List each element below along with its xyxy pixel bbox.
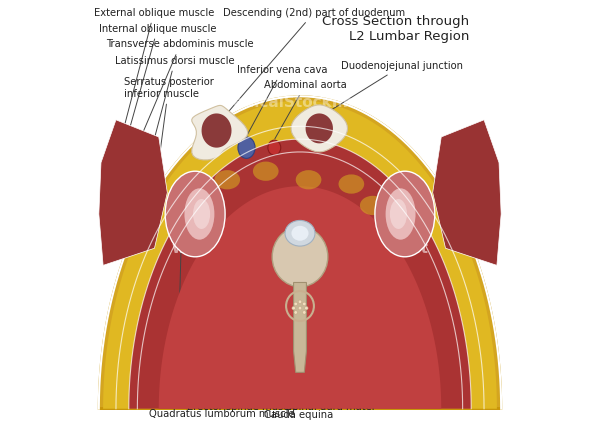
Ellipse shape bbox=[165, 171, 225, 257]
Ellipse shape bbox=[350, 282, 364, 297]
Ellipse shape bbox=[338, 175, 364, 194]
Ellipse shape bbox=[375, 171, 435, 257]
Ellipse shape bbox=[296, 170, 322, 190]
Ellipse shape bbox=[386, 188, 416, 240]
Ellipse shape bbox=[220, 307, 235, 321]
Ellipse shape bbox=[285, 220, 315, 246]
Polygon shape bbox=[305, 113, 333, 143]
Polygon shape bbox=[103, 101, 497, 409]
Polygon shape bbox=[99, 120, 167, 265]
Ellipse shape bbox=[184, 188, 214, 240]
Ellipse shape bbox=[199, 377, 216, 389]
Ellipse shape bbox=[305, 306, 308, 310]
Polygon shape bbox=[293, 282, 307, 372]
Text: Erector spinae muscle: Erector spinae muscle bbox=[187, 345, 298, 412]
Ellipse shape bbox=[268, 140, 281, 155]
Ellipse shape bbox=[379, 344, 395, 356]
Text: Body of L2 vertebra: Body of L2 vertebra bbox=[300, 253, 416, 401]
Text: www.MedicalStockImages.net: www.MedicalStockImages.net bbox=[172, 95, 428, 110]
Text: Kidney: Kidney bbox=[160, 252, 194, 401]
Ellipse shape bbox=[308, 252, 319, 269]
Ellipse shape bbox=[292, 226, 308, 241]
Text: Psoas major muscle: Psoas major muscle bbox=[233, 266, 333, 401]
Polygon shape bbox=[99, 96, 501, 409]
Ellipse shape bbox=[294, 311, 298, 314]
Text: Serratus posterior
inferior muscle: Serratus posterior inferior muscle bbox=[124, 77, 214, 185]
Ellipse shape bbox=[331, 262, 342, 279]
Ellipse shape bbox=[238, 137, 255, 158]
Ellipse shape bbox=[302, 311, 306, 314]
Ellipse shape bbox=[302, 302, 306, 306]
Ellipse shape bbox=[193, 196, 218, 215]
Ellipse shape bbox=[298, 300, 302, 303]
Ellipse shape bbox=[298, 306, 302, 310]
Ellipse shape bbox=[367, 310, 382, 323]
Text: Cauda equina: Cauda equina bbox=[263, 321, 333, 420]
Text: Internal oblique muscle: Internal oblique muscle bbox=[99, 24, 217, 147]
Ellipse shape bbox=[360, 196, 386, 215]
Text: Cross Section through
L2 Lumbar Region: Cross Section through L2 Lumbar Region bbox=[322, 15, 469, 43]
Text: Abdominal aorta: Abdominal aorta bbox=[263, 80, 346, 139]
Polygon shape bbox=[291, 105, 347, 152]
Ellipse shape bbox=[284, 251, 295, 268]
Text: Transverse abdominis muscle: Transverse abdominis muscle bbox=[107, 39, 254, 160]
Ellipse shape bbox=[260, 261, 272, 277]
Ellipse shape bbox=[193, 199, 210, 229]
Text: Inferior vena cava: Inferior vena cava bbox=[237, 65, 328, 135]
Text: Spinal dura mater: Spinal dura mater bbox=[285, 303, 376, 412]
Polygon shape bbox=[192, 105, 248, 160]
Text: External oblique muscle: External oblique muscle bbox=[94, 8, 214, 134]
Text: Quadratus lumborum muscle: Quadratus lumborum muscle bbox=[149, 330, 295, 419]
Polygon shape bbox=[129, 139, 471, 409]
Ellipse shape bbox=[238, 280, 251, 295]
Ellipse shape bbox=[214, 170, 240, 190]
Text: Duodenojejunal junction: Duodenojejunal junction bbox=[314, 61, 463, 121]
Text: www.MedicalStockImages.net: www.MedicalStockImages.net bbox=[172, 241, 428, 256]
Text: Latissimus dorsi muscle: Latissimus dorsi muscle bbox=[115, 56, 235, 173]
Polygon shape bbox=[433, 120, 501, 265]
Ellipse shape bbox=[385, 381, 401, 392]
Ellipse shape bbox=[292, 306, 295, 310]
Polygon shape bbox=[159, 186, 441, 409]
Text: Descending (2nd) part of duodenum: Descending (2nd) part of duodenum bbox=[221, 8, 405, 120]
Ellipse shape bbox=[206, 341, 223, 353]
Ellipse shape bbox=[390, 199, 407, 229]
Polygon shape bbox=[202, 113, 232, 148]
Ellipse shape bbox=[272, 227, 328, 287]
Ellipse shape bbox=[253, 162, 278, 181]
Ellipse shape bbox=[294, 302, 298, 306]
